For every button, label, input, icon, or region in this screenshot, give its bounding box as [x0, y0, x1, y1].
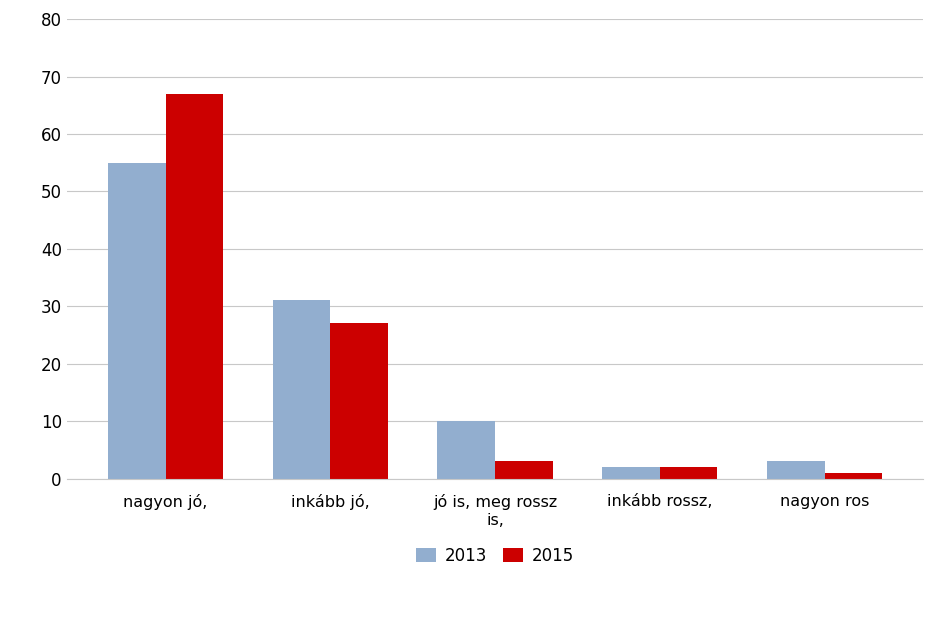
Bar [437, 421, 495, 478]
Bar [495, 461, 553, 478]
Bar [660, 467, 718, 478]
Bar [767, 461, 824, 478]
Bar [330, 323, 388, 478]
Bar [272, 300, 330, 478]
Bar [824, 473, 883, 478]
Bar [166, 94, 223, 478]
Bar [108, 163, 166, 478]
Bar [603, 467, 660, 478]
Legend: 2013, 2015: 2013, 2015 [409, 540, 581, 571]
